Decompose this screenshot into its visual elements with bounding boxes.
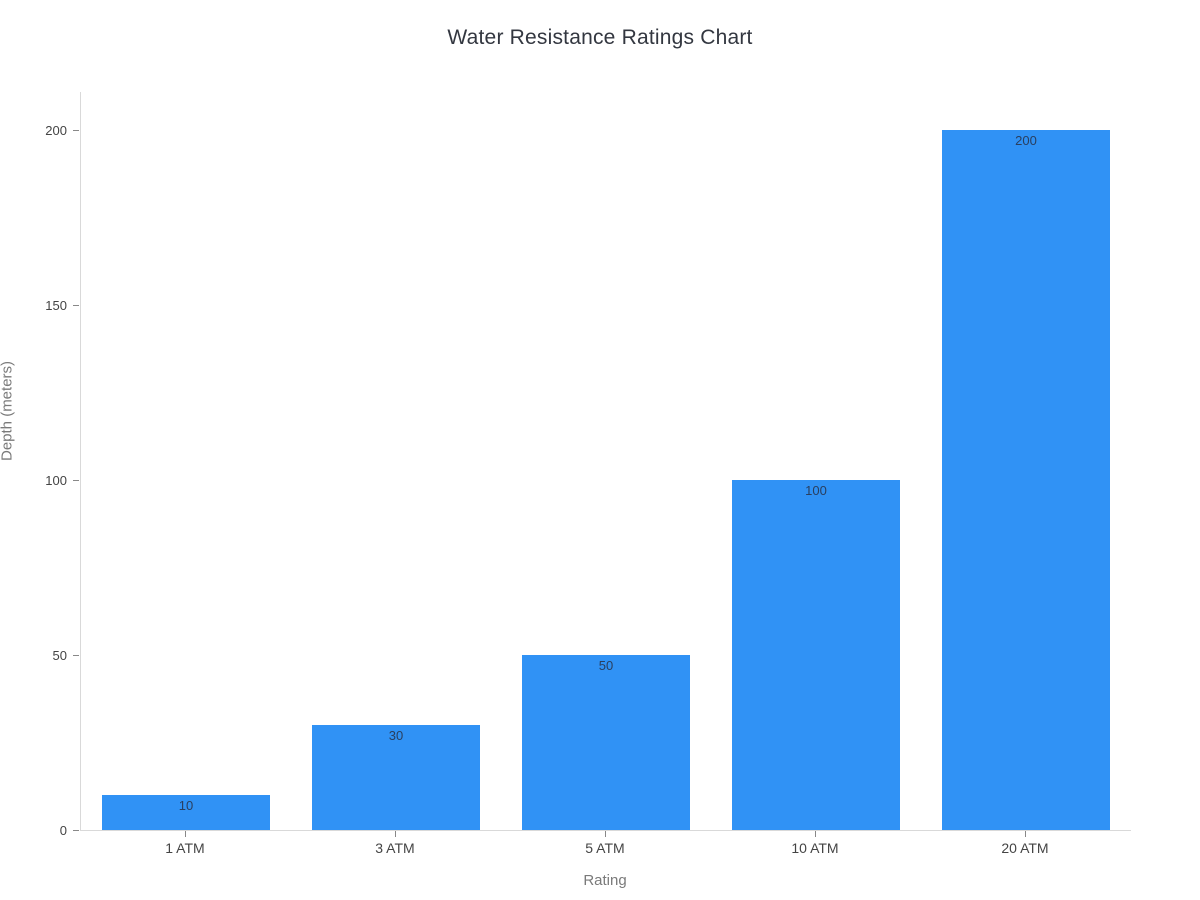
x-tick-mark: [1025, 831, 1026, 837]
bar-1-atm: 10: [102, 795, 270, 830]
x-tick-mark: [605, 831, 606, 837]
bar-value-label: 30: [388, 728, 404, 743]
plot-area: 10 30 50 100 200: [80, 92, 1131, 831]
y-tick-label: 50: [52, 648, 67, 663]
x-axis-title: Rating: [583, 872, 627, 889]
y-tick-mark: [73, 830, 79, 831]
x-tick-label: 5 ATM: [585, 840, 625, 856]
bar-value-label: 100: [805, 483, 827, 498]
y-tick-mark: [73, 655, 79, 656]
x-tick-mark: [395, 831, 396, 837]
bar-5-atm: 50: [522, 655, 690, 830]
chart-title: Water Resistance Ratings Chart: [447, 26, 753, 49]
x-tick-label: 3 ATM: [375, 840, 415, 856]
y-tick-label: 200: [45, 123, 67, 138]
x-tick-label: 10 ATM: [791, 840, 839, 856]
y-axis-title: Depth (meters): [0, 360, 16, 461]
bar-value-label: 50: [598, 658, 614, 673]
x-tick-mark: [815, 831, 816, 837]
bar-value-label: 200: [1015, 133, 1037, 148]
x-tick-label: 20 ATM: [1001, 840, 1049, 856]
y-tick-mark: [73, 305, 79, 306]
bar-10-atm: 100: [732, 480, 900, 830]
bar-value-label: 10: [178, 798, 194, 813]
x-tick-mark: [185, 831, 186, 837]
y-tick-mark: [73, 130, 79, 131]
bar-3-atm: 30: [312, 725, 480, 830]
y-tick-label: 100: [45, 473, 67, 488]
y-tick-label: 0: [59, 823, 67, 838]
bar-20-atm: 200: [942, 130, 1110, 830]
x-tick-label: 1 ATM: [165, 840, 205, 856]
y-tick-mark: [73, 480, 79, 481]
y-tick-label: 150: [45, 298, 67, 313]
